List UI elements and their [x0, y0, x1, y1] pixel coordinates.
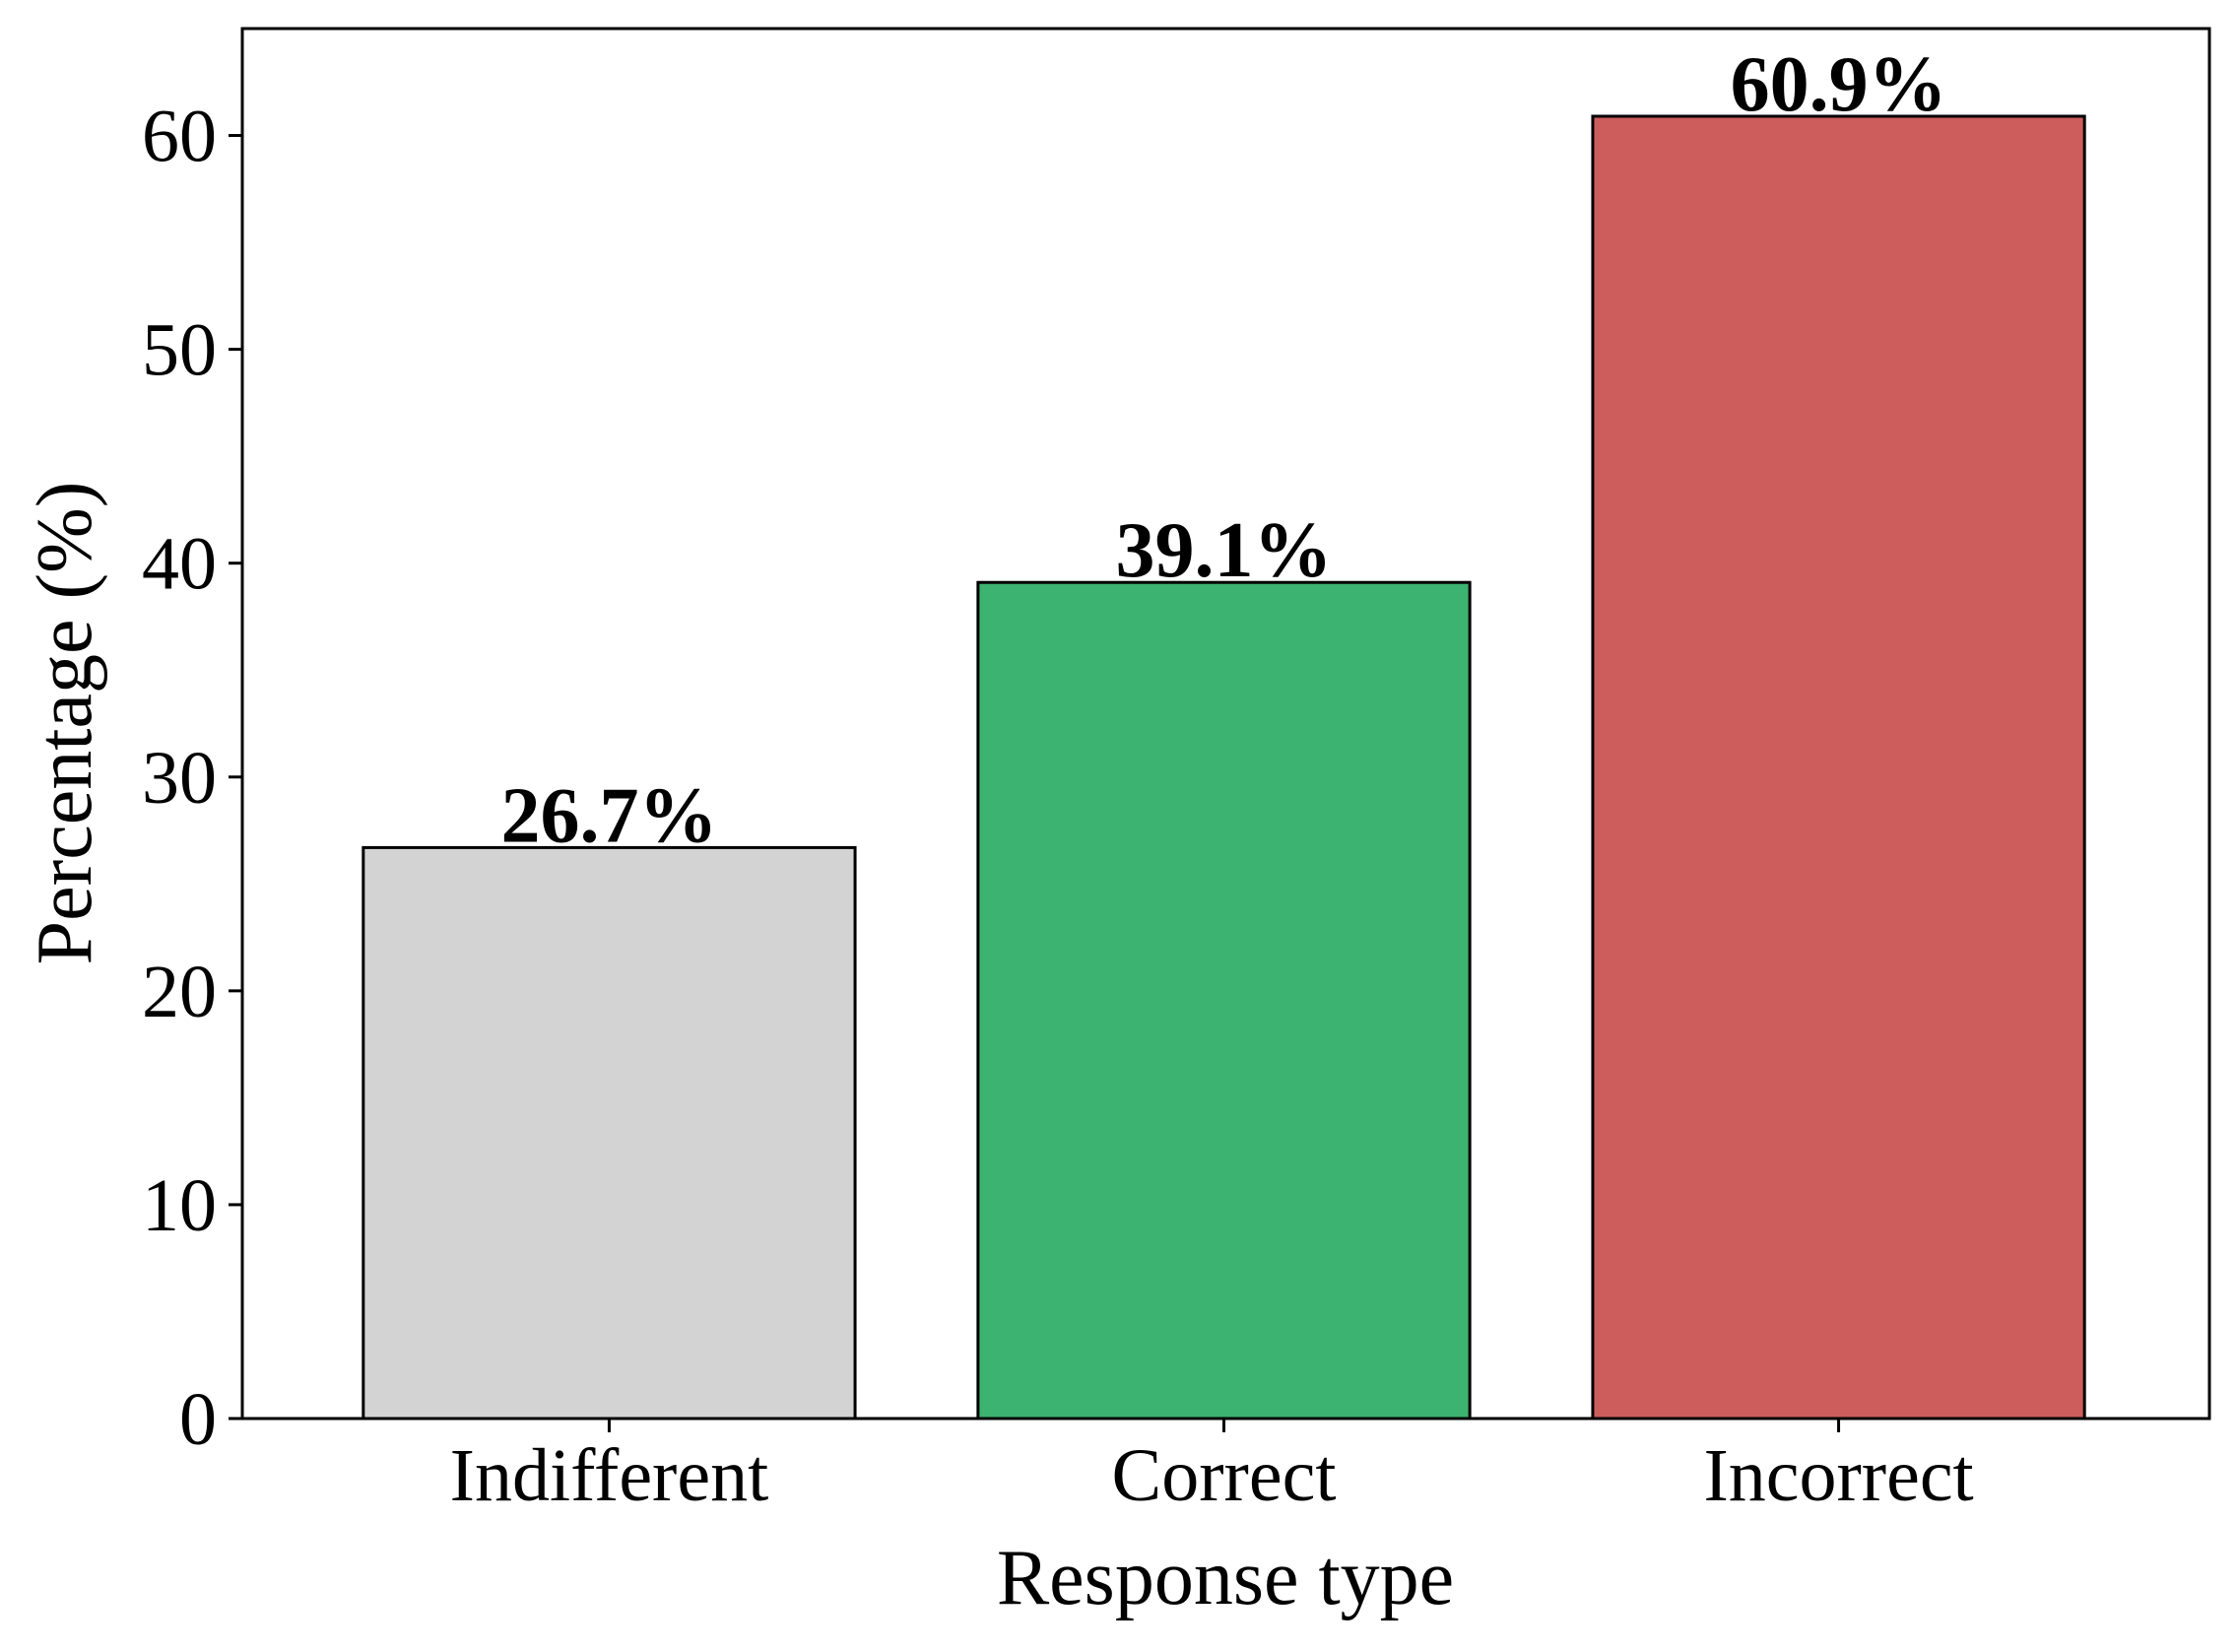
x-tick-label-incorrect: Incorrect [1703, 1434, 1973, 1517]
y-tick-label: 40 [142, 523, 217, 606]
y-axis-ticks: 0 10 20 30 40 50 60 [142, 96, 242, 1461]
x-axis-label: Response type [997, 1535, 1454, 1621]
data-labels: 26.7% 39.1% 60.9% [500, 41, 1946, 859]
x-axis-ticks: Indifferent Correct Incorrect [450, 1419, 1974, 1517]
data-label-incorrect: 60.9% [1731, 41, 1947, 128]
plot-frame [240, 27, 2211, 1421]
x-tick-label-indifferent: Indifferent [450, 1434, 769, 1517]
data-label-indifferent: 26.7% [500, 772, 717, 859]
bar-indifferent [362, 845, 857, 1421]
data-label-correct: 39.1% [1116, 507, 1333, 594]
y-tick-label: 60 [142, 96, 217, 178]
bar-incorrect [1591, 114, 2086, 1421]
y-tick-label: 30 [142, 737, 217, 820]
y-axis-label: Percentage (%) [22, 482, 108, 965]
y-tick-label: 10 [142, 1164, 217, 1247]
x-tick-label-correct: Correct [1112, 1434, 1337, 1517]
y-tick-label: 0 [179, 1378, 217, 1461]
y-tick-label: 50 [142, 309, 217, 392]
y-tick-label: 20 [142, 951, 217, 1033]
bar-correct [976, 580, 1472, 1421]
